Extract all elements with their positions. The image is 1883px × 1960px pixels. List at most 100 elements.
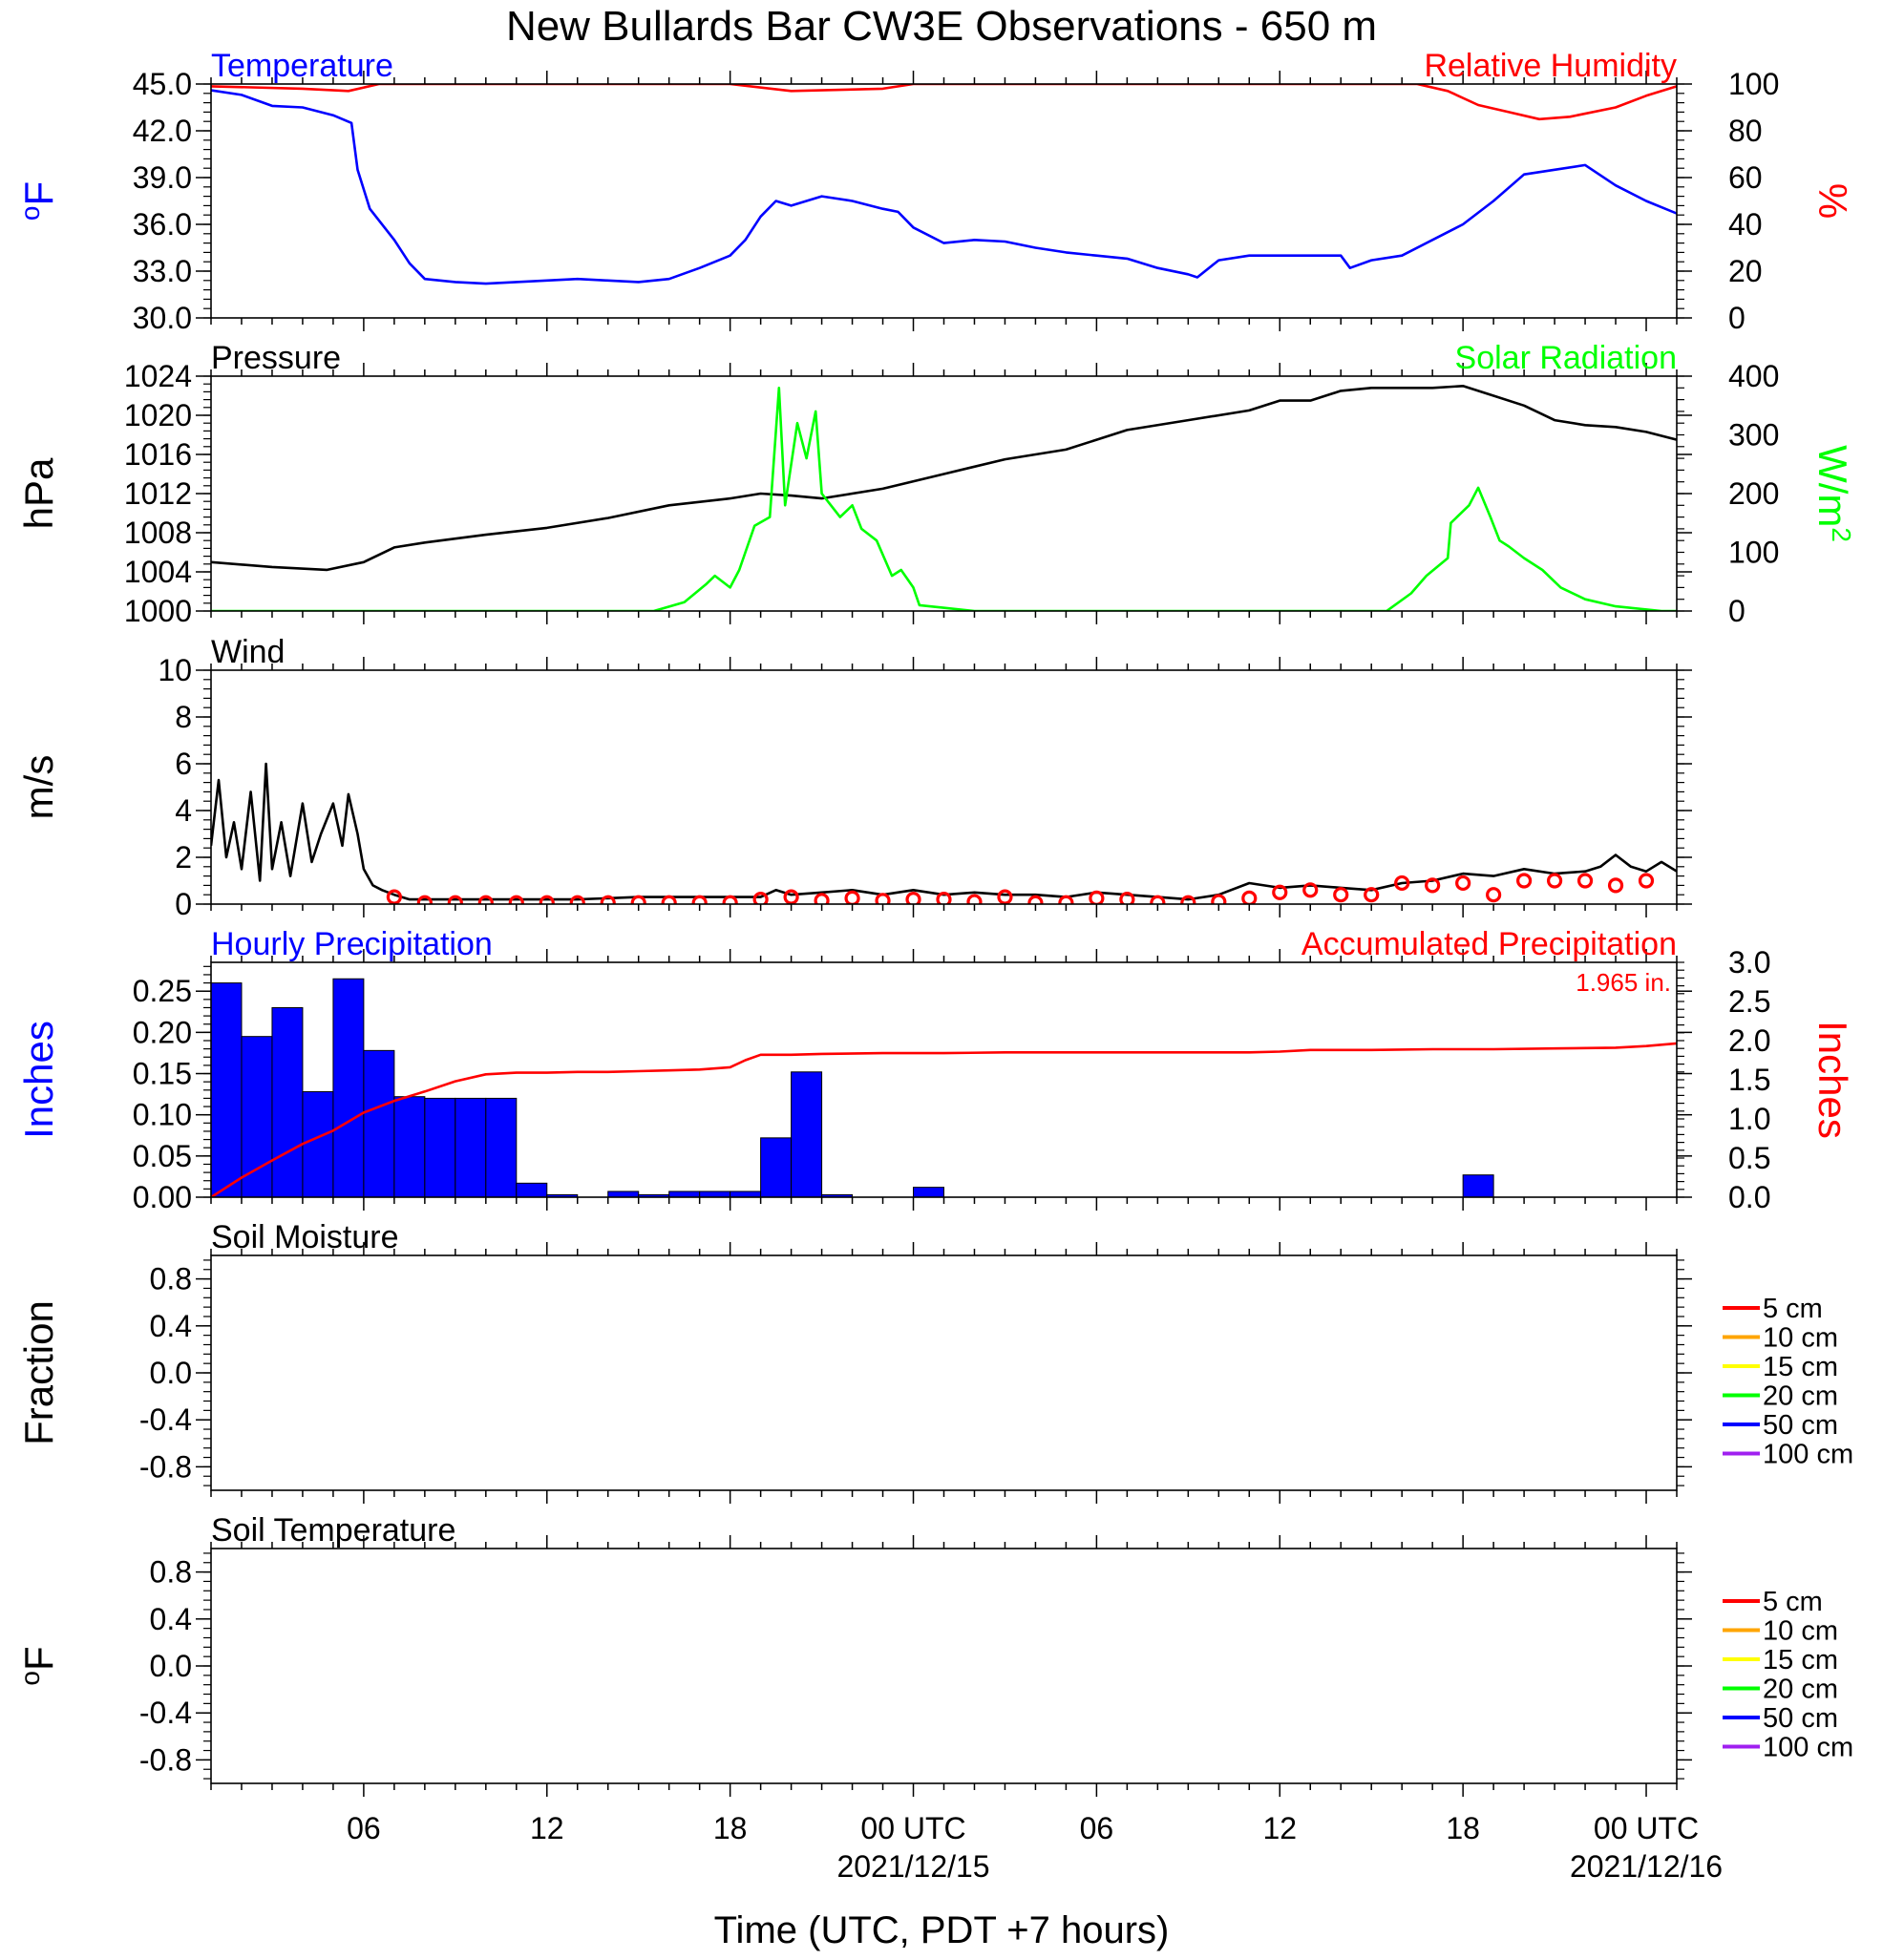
x-tick-label: 18	[713, 1811, 748, 1845]
y-axis-label-left: m/s	[16, 755, 61, 820]
legend-label: 20 cm	[1763, 1675, 1838, 1705]
precipitation-panel: 0.00 0.05 0.10 0.15 0.20 0.25 0.0 0.5 1.0 1.5 2.0 2…	[16, 926, 1855, 1214]
y-right-tick-label: 0.5	[1728, 1141, 1770, 1175]
series-line	[211, 1042, 1677, 1197]
precip-bar	[332, 978, 365, 1197]
x-tick-label: 00 UTC	[1594, 1811, 1699, 1845]
wind-marker	[936, 892, 952, 904]
y-right-tick-label: 100	[1728, 67, 1779, 101]
legend-label: 10 cm	[1763, 1616, 1838, 1647]
precip-bar	[668, 1191, 701, 1197]
y-tick-label: 42.0	[133, 114, 192, 148]
wind-marker	[905, 892, 921, 904]
y-right-tick-label: 80	[1728, 114, 1763, 148]
y-tick-label: 1000	[124, 594, 192, 628]
plot-area	[211, 762, 1677, 904]
y-tick-label: 1024	[124, 359, 192, 393]
x-date-label: 2021/12/16	[1570, 1849, 1723, 1884]
precip-bar	[271, 1006, 304, 1197]
wind-marker	[691, 895, 708, 904]
y-right-tick-label: 400	[1728, 359, 1779, 393]
precip-bar	[485, 1097, 518, 1197]
precip-bar	[455, 1097, 487, 1197]
y-tick-label: 1016	[124, 437, 192, 472]
precip-bar	[791, 1071, 823, 1197]
y-right-tick-label: 0.0	[1728, 1180, 1770, 1214]
wind-marker	[875, 893, 891, 904]
legend-label: 15 cm	[1763, 1645, 1838, 1675]
y-tick-label: 0.25	[133, 974, 192, 1008]
y-tick-label: 0.15	[133, 1057, 192, 1091]
panel-title-left: Hourly Precipitation	[211, 926, 493, 962]
x-tick-label: 00 UTC	[860, 1811, 965, 1845]
series-line	[211, 89, 1677, 285]
soil-moisture-panel: -0.8 -0.4 0.0 0.4 0.8 Soil Moisture Fraction 5 …	[16, 1219, 1853, 1504]
y-tick-label: 0.10	[133, 1098, 192, 1132]
y-axis-label-left: oF	[15, 1646, 61, 1685]
panel-frame	[210, 961, 1678, 1198]
y-tick-label: 45.0	[133, 67, 192, 101]
y-tick-label: 0.4	[150, 1309, 192, 1343]
y-axis-label-right: Inches	[1810, 1021, 1855, 1139]
panel-frame	[210, 1254, 1678, 1491]
y-right-tick-label: 20	[1728, 254, 1763, 288]
y-right-tick-label: 60	[1728, 160, 1763, 195]
wind-marker	[752, 892, 769, 904]
panel-title-left: Wind	[211, 634, 285, 670]
wind-marker	[1546, 873, 1563, 889]
y-tick-label: 0.0	[150, 1649, 192, 1683]
wind-marker	[1576, 873, 1594, 889]
wind-marker	[661, 895, 677, 904]
wind-marker	[814, 893, 830, 904]
y-right-tick-label: 0	[1728, 594, 1745, 628]
y-right-tick-label: 2.0	[1728, 1023, 1770, 1058]
panel-frame	[210, 83, 1678, 319]
x-axis-label: Time (UTC, PDT +7 hours)	[714, 1909, 1170, 1951]
y-right-tick-label: 3.0	[1728, 945, 1770, 980]
y-tick-label: 30.0	[133, 301, 192, 335]
y-right-tick-label: 1.0	[1728, 1102, 1770, 1136]
wind-marker	[1180, 895, 1196, 904]
precip-bar	[516, 1182, 548, 1197]
y-right-tick-label: 300	[1728, 418, 1779, 453]
y-right-tick-label: 100	[1728, 536, 1779, 570]
legend-label: 5 cm	[1763, 1294, 1823, 1324]
precip-bar	[393, 1096, 426, 1197]
y-tick-label: 33.0	[133, 254, 192, 288]
wind-panel: 0 2 4 6 8 10 Wind m/s	[16, 634, 1692, 921]
precip-bar	[302, 1091, 334, 1197]
precip-bar	[424, 1097, 456, 1197]
wind-marker	[966, 894, 983, 904]
legend-label: 100 cm	[1763, 1733, 1853, 1763]
y-right-tick-label: 0	[1728, 301, 1745, 335]
series-line	[211, 84, 1677, 121]
series-line	[211, 762, 1677, 901]
x-date-label: 2021/12/15	[836, 1849, 989, 1884]
y-tick-label: 0.8	[150, 1555, 192, 1590]
panel-title-left: Soil Moisture	[211, 1219, 399, 1255]
wind-marker	[508, 895, 524, 904]
precip-bar	[363, 1049, 395, 1197]
time-axis: 06 12 18 00 UTC 2021/12/15 06 12 18 00 UTC 2021/1…	[347, 1811, 1723, 1884]
plot-area	[211, 84, 1677, 285]
y-tick-label: 6	[175, 747, 192, 781]
wind-marker	[1302, 882, 1319, 898]
y-tick-label: 0.00	[133, 1180, 192, 1214]
precip-bar	[241, 1036, 273, 1197]
series-line	[211, 384, 1677, 572]
wind-marker	[722, 895, 738, 904]
legend-label: 5 cm	[1763, 1587, 1823, 1617]
panel-title-right: Accumulated Precipitation	[1301, 926, 1677, 962]
wind-marker	[1211, 894, 1227, 904]
panel-title-left: Pressure	[211, 340, 341, 376]
figure-title: New Bullards Bar CW3E Observations - 650…	[506, 3, 1377, 50]
precip-bar	[730, 1191, 762, 1197]
y-tick-label: 0.4	[150, 1602, 192, 1636]
y-tick-label: 0.0	[150, 1356, 192, 1390]
y-tick-label: -0.4	[139, 1402, 192, 1437]
panel-title-left: Temperature	[211, 48, 393, 84]
wind-marker	[997, 889, 1013, 904]
wind-marker	[783, 889, 799, 904]
